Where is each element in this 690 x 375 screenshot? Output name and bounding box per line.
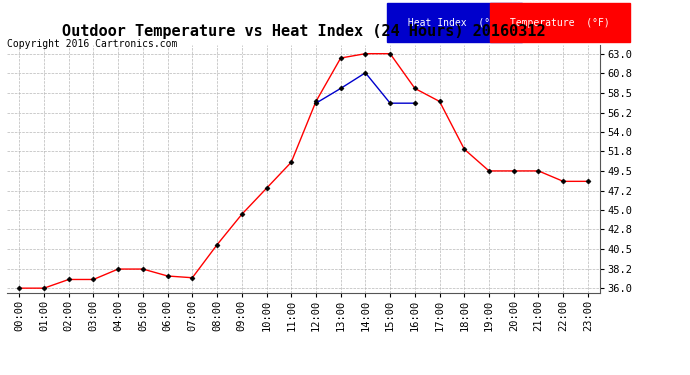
Text: Heat Index  (°F): Heat Index (°F) (402, 18, 507, 28)
Text: Outdoor Temperature vs Heat Index (24 Hours) 20160312: Outdoor Temperature vs Heat Index (24 Ho… (62, 24, 545, 39)
Text: Copyright 2016 Cartronics.com: Copyright 2016 Cartronics.com (7, 39, 177, 50)
Text: Temperature  (°F): Temperature (°F) (504, 18, 615, 28)
